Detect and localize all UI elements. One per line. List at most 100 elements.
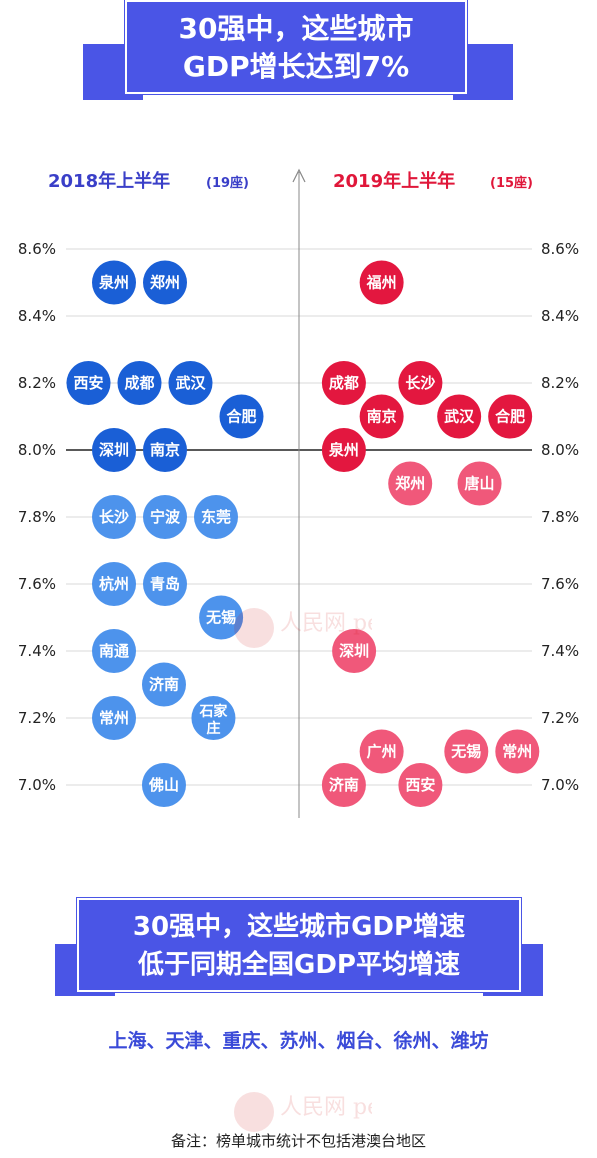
- right-city-label: 济南: [329, 776, 359, 794]
- left-city-bubble: [143, 260, 187, 305]
- left-city-bubble: [194, 495, 238, 539]
- left-city-bubble: [66, 361, 111, 405]
- title-box: 30强中，这些城市 GDP增长达到7%: [125, 0, 467, 94]
- bottom-line-2: 低于同期全国GDP平均增速: [138, 950, 460, 980]
- right-city-label: 常州: [502, 743, 532, 761]
- left-city-label: 深圳: [99, 441, 129, 459]
- right-city-bubble: [359, 260, 404, 305]
- y-tick-label-right: 7.0%: [541, 776, 579, 794]
- right-city-label: 长沙: [405, 374, 435, 392]
- left-city-label: 武汉: [175, 374, 206, 392]
- y-tick-label-left: 7.6%: [18, 575, 56, 593]
- right-city-label: 泉州: [328, 441, 359, 459]
- left-city-label: 合肥: [225, 408, 256, 426]
- y-tick-label-right: 8.0%: [541, 441, 579, 459]
- y-tick-label-left: 7.8%: [18, 508, 56, 526]
- left-city-bubble: [141, 662, 186, 707]
- title-line-1: 30强中，这些城市: [178, 12, 414, 45]
- below-average-city-list: 上海、天津、重庆、苏州、烟台、徐州、潍坊: [108, 1030, 489, 1052]
- watermark-text: 人民网 people.cn: [280, 1095, 372, 1120]
- right-city-label: 西安: [405, 776, 435, 794]
- left-city-bubble: [92, 562, 136, 606]
- right-city-bubble: [321, 361, 366, 405]
- right-city-bubble: [437, 394, 482, 439]
- watermark-logo: 人民网 people.cn: [234, 608, 372, 648]
- right-city-bubble: [388, 461, 433, 506]
- left-city-label: 常州: [99, 709, 129, 727]
- bottom-banner: 30强中，这些城市GDP增速 低于同期全国GDP平均增速: [55, 898, 543, 1000]
- right-city-label: 武汉: [444, 408, 475, 426]
- left-city-bubble: [92, 428, 136, 472]
- left-city-label: 宁波: [150, 508, 181, 526]
- right-panel-count: (15座): [490, 175, 533, 191]
- right-city-bubble: [321, 763, 366, 807]
- right-city-bubble: [398, 361, 443, 405]
- right-city-bubble: [359, 394, 404, 439]
- left-city-bubble: [191, 696, 236, 740]
- y-tick-label-right: 8.2%: [541, 374, 579, 392]
- left-city-bubble: [219, 394, 264, 439]
- y-tick-label-left: 8.6%: [18, 240, 56, 258]
- bottom-line-1: 30强中，这些城市GDP增速: [132, 912, 466, 942]
- right-city-bubble: [359, 729, 404, 774]
- right-city-bubble: [488, 394, 533, 439]
- left-city-label: 郑州: [150, 274, 180, 292]
- title-line-2: GDP增长达到7%: [182, 50, 410, 83]
- y-tick-label-left: 8.0%: [18, 441, 56, 459]
- right-city-label: 南京: [367, 408, 397, 426]
- left-panel-count: (19座): [206, 175, 249, 191]
- y-tick-label-right: 7.8%: [541, 508, 579, 526]
- left-city-label: 长沙: [99, 508, 129, 526]
- left-city-label: 成都: [124, 374, 154, 392]
- left-city-label: 石家: [198, 703, 228, 720]
- left-city-bubble: [92, 260, 136, 305]
- right-city-bubble: [495, 729, 540, 774]
- y-tick-label-left: 7.4%: [18, 642, 56, 660]
- left-city-label: 庄: [206, 720, 220, 737]
- y-tick-label-right: 7.2%: [541, 709, 579, 727]
- right-city-label: 合肥: [494, 408, 525, 426]
- y-tick-label-left: 7.0%: [18, 776, 56, 794]
- left-city-label: 西安: [73, 374, 103, 392]
- right-panel-title: 2019年上半年: [333, 170, 455, 192]
- left-city-label: 泉州: [98, 274, 129, 292]
- axis-arrow-icon: [292, 168, 306, 183]
- right-city-label: 无锡: [450, 743, 481, 761]
- left-city-label: 青岛: [150, 575, 180, 593]
- y-tick-label-left: 7.2%: [18, 709, 56, 727]
- right-city-bubble: [321, 428, 366, 472]
- left-city-label: 南京: [150, 441, 180, 459]
- right-city-label: 成都: [329, 374, 359, 392]
- left-city-bubble: [117, 361, 162, 405]
- left-city-bubble: [168, 361, 213, 405]
- y-tick-label-right: 8.6%: [541, 240, 579, 258]
- right-city-bubble: [398, 763, 443, 807]
- y-tick-label-right: 7.6%: [541, 575, 579, 593]
- left-city-bubble: [92, 696, 136, 740]
- left-city-label: 无锡: [205, 609, 236, 627]
- left-city-bubble: [92, 495, 136, 539]
- right-city-bubble: [332, 629, 377, 673]
- gdp-growth-chart: 2018年上半年 (19座) 2019年上半年 (15座) 8.6% 8.6% 8.4% 8.…: [18, 168, 579, 818]
- footnote: 备注：榜单城市统计不包括港澳台地区: [170, 1132, 426, 1150]
- y-tick-label-left: 8.4%: [18, 307, 56, 325]
- title-banner: 30强中，这些城市 GDP增长达到7%: [83, 0, 513, 102]
- right-city-bubble: [457, 461, 502, 506]
- right-city-label: 唐山: [465, 475, 495, 493]
- left-city-label: 东莞: [201, 508, 231, 526]
- left-city-bubble: [143, 495, 187, 539]
- bottom-box: 30强中，这些城市GDP增速 低于同期全国GDP平均增速: [77, 898, 521, 992]
- left-city-bubble: [143, 562, 187, 606]
- right-city-label: 福州: [366, 274, 397, 292]
- left-city-label: 杭州: [99, 575, 129, 593]
- y-tick-label-right: 7.4%: [541, 642, 579, 660]
- watermark-text: 人民网 people.cn: [280, 611, 372, 636]
- watermark-logo: 人民网 people.cn: [234, 1092, 372, 1132]
- left-city-label: 佛山: [148, 776, 179, 794]
- left-city-label: 南通: [99, 642, 129, 660]
- left-city-label: 济南: [149, 676, 179, 694]
- y-tick-label-right: 8.4%: [541, 307, 579, 325]
- left-city-bubble: [141, 763, 186, 807]
- left-panel-title: 2018年上半年: [48, 170, 170, 192]
- right-city-label: 郑州: [395, 475, 425, 493]
